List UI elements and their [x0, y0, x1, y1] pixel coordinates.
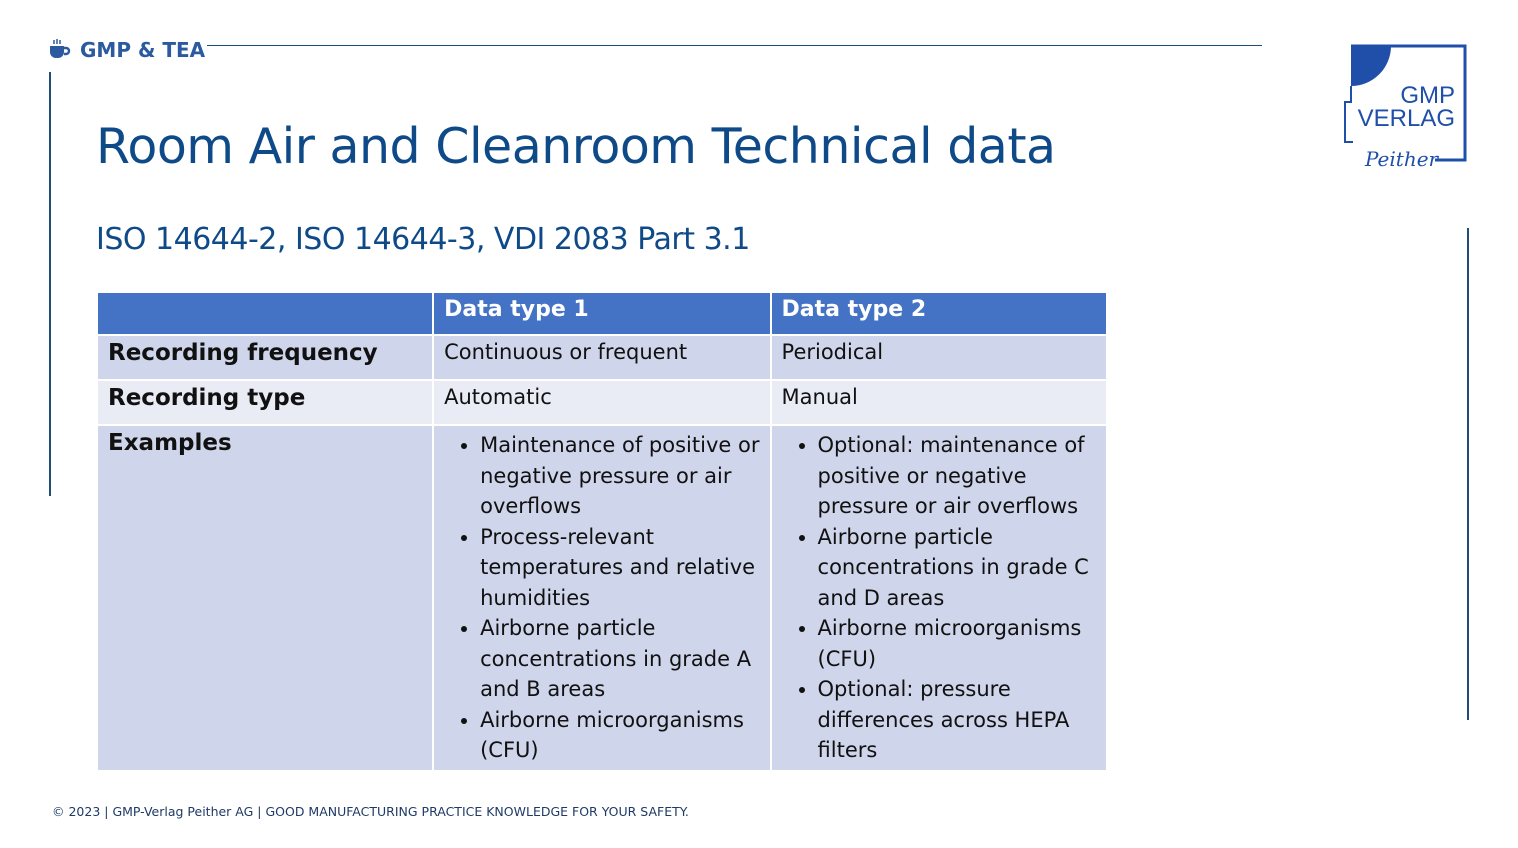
- table-header-row: Data type 1 Data type 2: [95, 291, 1109, 336]
- svg-text:GMP: GMP: [1400, 82, 1455, 109]
- header-divider: [207, 45, 1262, 46]
- left-accent-bar: [49, 72, 51, 496]
- table-row: Examples Maintenance of positive or nega…: [95, 424, 1109, 772]
- gmp-verlag-logo: GMP VERLAG Peither: [1344, 44, 1467, 171]
- header-data-type-2: Data type 2: [769, 291, 1109, 336]
- svg-text:VERLAG: VERLAG: [1358, 105, 1455, 132]
- row-label: Recording frequency: [95, 334, 435, 381]
- brand-header: GMP & TEA: [48, 38, 205, 62]
- cell: Periodical: [769, 334, 1109, 381]
- list-item: Airborne particle concentrations in grad…: [480, 613, 759, 705]
- cell: Continuous or frequent: [432, 334, 772, 381]
- list-item: Optional: maintenance of positive or neg…: [818, 430, 1096, 522]
- list-item: Airborne particle concentrations in grad…: [818, 522, 1096, 614]
- cell: Automatic: [432, 379, 772, 426]
- data-types-table: Data type 1 Data type 2 Recording freque…: [95, 291, 1109, 772]
- header-data-type-1: Data type 1: [432, 291, 772, 336]
- page-title: Room Air and Cleanroom Technical data: [96, 118, 1056, 175]
- list-item: Airborne microorganisms (CFU): [818, 613, 1096, 674]
- table-row: Recording frequency Continuous or freque…: [95, 334, 1109, 381]
- cell: Maintenance of positive or negative pres…: [432, 424, 772, 772]
- svg-text:Peither: Peither: [1364, 147, 1440, 171]
- page-subtitle: ISO 14644-2, ISO 14644-3, VDI 2083 Part …: [96, 222, 750, 257]
- list-item: Airborne microorganisms (CFU): [480, 705, 759, 766]
- list-item: Maintenance of positive or negative pres…: [480, 430, 759, 522]
- footer-copyright: © 2023 | GMP-Verlag Peither AG | GOOD MA…: [52, 804, 689, 819]
- table-row: Recording type Automatic Manual: [95, 379, 1109, 426]
- list-item: Process-relevant temperatures and relati…: [480, 522, 759, 614]
- row-label: Examples: [95, 424, 435, 772]
- brand-name: GMP & TEA: [80, 38, 206, 62]
- cell: Manual: [769, 379, 1109, 426]
- examples-list-type-1: Maintenance of positive or negative pres…: [444, 430, 759, 766]
- examples-list-type-2: Optional: maintenance of positive or neg…: [782, 430, 1096, 766]
- row-label: Recording type: [95, 379, 435, 426]
- list-item: Optional: pressure differences across HE…: [818, 674, 1096, 766]
- tea-cup-icon: [50, 39, 71, 58]
- right-accent-bar: [1467, 228, 1469, 720]
- header-empty: [95, 291, 435, 336]
- cell: Optional: maintenance of positive or neg…: [769, 424, 1109, 772]
